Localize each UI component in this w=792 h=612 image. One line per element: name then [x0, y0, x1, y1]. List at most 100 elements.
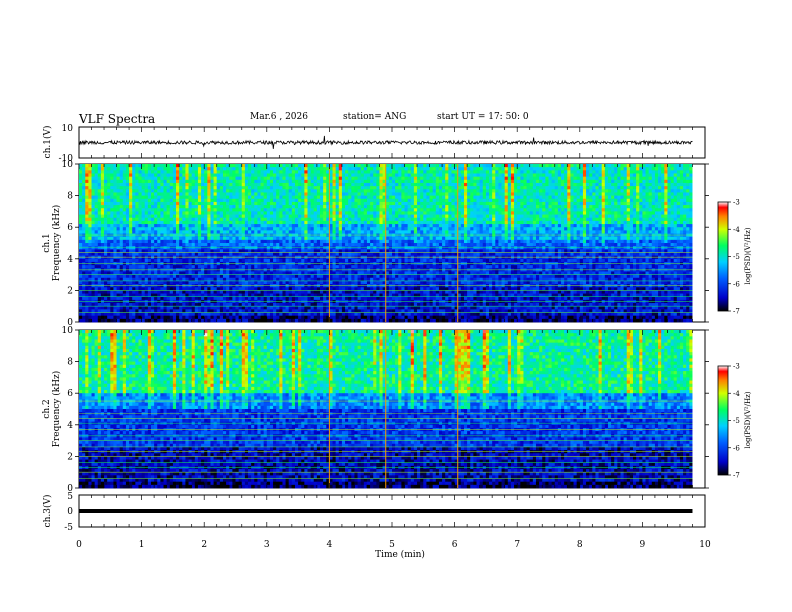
spectrogram-cell [207, 227, 211, 231]
spectrogram-cell [197, 208, 202, 212]
spectrogram-cell [257, 230, 261, 234]
spectrogram-cell [254, 217, 258, 222]
spectrogram-cell [301, 265, 305, 269]
spectrogram-cell [376, 224, 380, 228]
spectrogram-cell [160, 208, 164, 212]
spectrogram-cell [266, 214, 271, 219]
spectrogram-cell [370, 179, 374, 184]
spectrogram-cell [222, 303, 227, 307]
spectrogram-cell [279, 258, 283, 263]
spectrogram-cell [285, 220, 290, 225]
spectrogram-cell [150, 211, 155, 215]
spectrogram-cell [313, 186, 318, 190]
spectrogram-cell [357, 303, 362, 307]
spectrogram-cell [251, 306, 255, 310]
spectrogram-cell [320, 303, 324, 307]
spectrogram-cell [241, 236, 246, 241]
spectrogram-cell [107, 205, 111, 209]
spectrogram-cell [276, 239, 280, 244]
spectrogram-cell [298, 211, 302, 215]
spectrogram-cell [348, 192, 352, 196]
spectrogram-cell [79, 265, 83, 269]
spectrogram-cell [163, 249, 168, 253]
spectrogram-cell [248, 220, 252, 225]
spectrogram-cell [329, 211, 333, 215]
spectrogram-cell [91, 173, 96, 178]
spectrogram-cell [301, 214, 305, 219]
spectrogram-cell [301, 227, 305, 231]
spectrogram-cell [373, 306, 377, 310]
spectrogram-cell [351, 192, 355, 196]
spectrogram-cell [135, 173, 139, 178]
spectrogram-cell [147, 179, 152, 184]
spectrogram-cell [373, 258, 377, 263]
spectrogram-cell [298, 182, 302, 187]
spectrogram-cell [213, 214, 218, 219]
spectrogram-cell [266, 179, 271, 184]
spectrogram-cell [207, 211, 211, 215]
spectrogram-cell [226, 192, 230, 196]
spectrogram-cell [338, 239, 343, 244]
spectrogram-cell [85, 280, 89, 285]
spectrogram-cell [119, 296, 124, 301]
spectrogram-cell [210, 186, 214, 190]
spectrogram-cell [263, 220, 268, 225]
spectrogram-cell [85, 211, 89, 215]
spectrogram-cell [310, 227, 315, 231]
spectrogram-cell [154, 186, 158, 190]
spectrogram-cell [345, 230, 349, 234]
spectrogram-cell [248, 306, 252, 310]
spectrogram-cell [370, 176, 374, 181]
spectrogram-cell [88, 309, 92, 313]
spectrogram-cell [313, 318, 318, 323]
spectrogram-cell [91, 312, 96, 317]
spectrogram-cell [298, 186, 302, 190]
spectrogram-cell [348, 179, 352, 184]
spectrogram-cell [226, 176, 230, 181]
spectrogram-cell [363, 195, 368, 200]
spectrogram-cell [144, 280, 149, 285]
spectrogram-cell [273, 290, 277, 294]
spectrogram-cell [307, 167, 312, 171]
spectrogram-cell [332, 214, 337, 219]
spectrogram-cell [182, 236, 186, 241]
spectrogram-cell [157, 287, 161, 291]
spectrogram-cell [144, 189, 149, 193]
spectrogram-cell [323, 249, 327, 253]
spectrogram-cell [348, 293, 352, 298]
spectrogram-cell [379, 227, 384, 231]
spectrogram-cell [241, 227, 246, 231]
spectrogram-cell [273, 198, 277, 203]
spectrogram-cell [363, 208, 368, 212]
spectrogram-cell [345, 186, 349, 190]
spectrogram-cell [341, 252, 346, 257]
spectrogram-cell [241, 201, 246, 206]
spectrogram-cell [373, 309, 377, 313]
spectrogram-cell [138, 173, 142, 178]
spectrogram-cell [348, 274, 352, 279]
spectrogram-cell [188, 198, 193, 203]
spectrogram-cell [129, 265, 133, 269]
spectrogram-cell [335, 176, 340, 181]
spectrogram-cell [248, 303, 252, 307]
spectrogram-cell [144, 173, 149, 178]
spectrogram-cell [138, 179, 142, 184]
spectrogram-cell [229, 201, 233, 206]
spectrogram-cell [257, 293, 261, 298]
spectrogram-cell [276, 230, 280, 234]
spectrogram-cell [263, 167, 268, 171]
spectrogram-cell [100, 236, 105, 241]
spectrogram-cell [357, 195, 362, 200]
spectrogram-cell [304, 306, 308, 310]
spectrogram-cell [248, 186, 252, 190]
spectrogram-cell [107, 198, 111, 203]
spectrogram-cell [135, 186, 139, 190]
spectrogram-cell [129, 318, 133, 323]
spectrogram-cell [104, 179, 108, 184]
spectrogram-cell [313, 170, 318, 174]
spectrogram-cell [310, 277, 315, 282]
spectrogram-cell [257, 182, 261, 187]
spectrogram-cell [188, 296, 193, 301]
spectrogram-cell [235, 230, 240, 234]
spectrogram-cell [348, 230, 352, 234]
